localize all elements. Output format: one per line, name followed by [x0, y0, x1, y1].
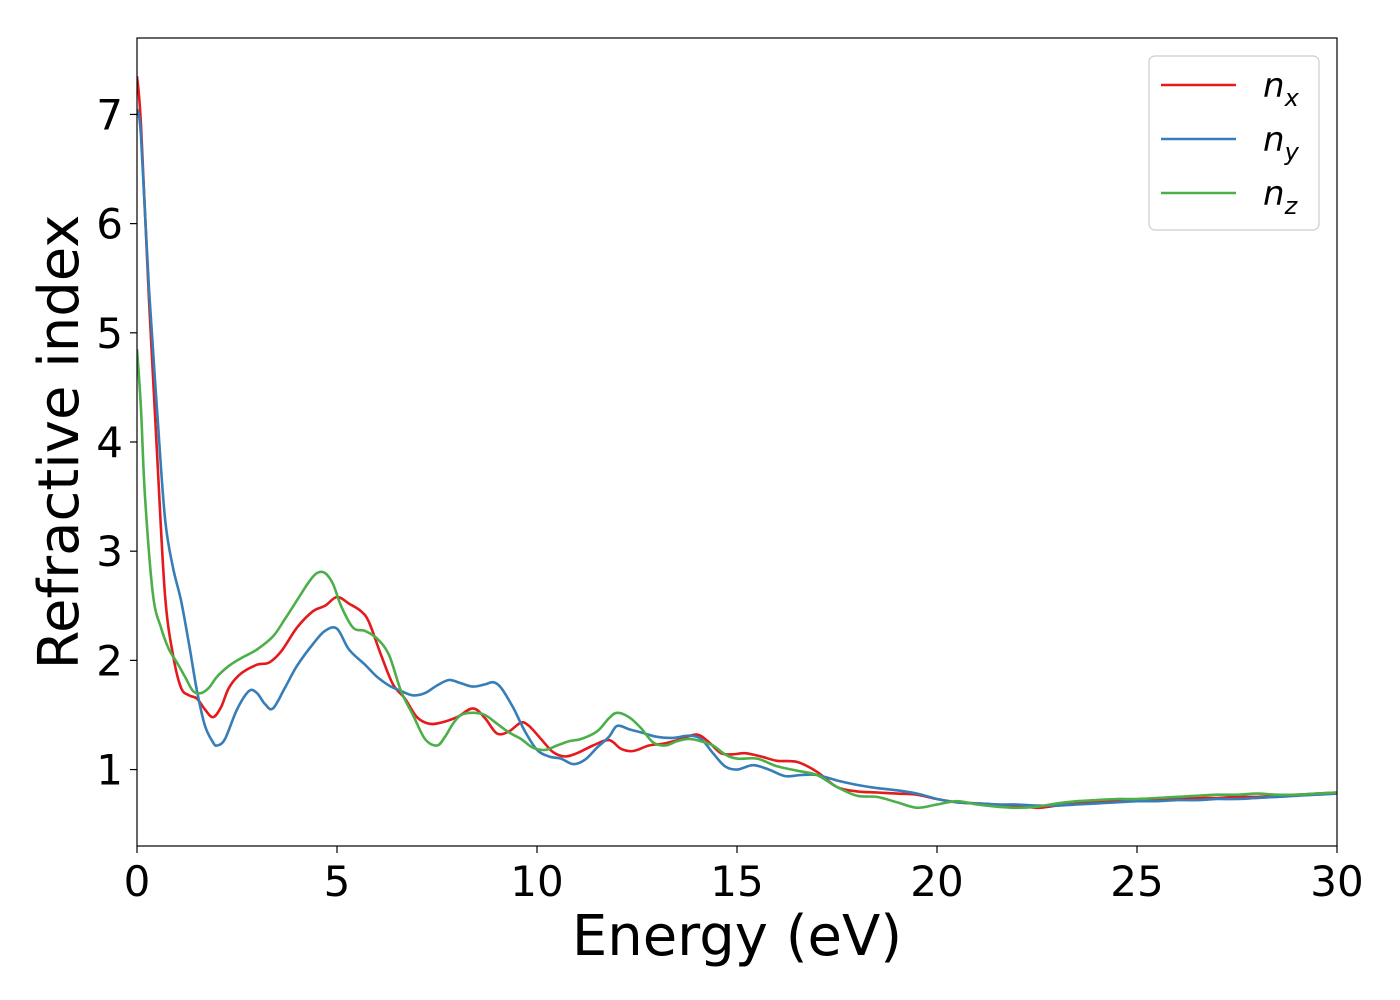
plot-background	[137, 38, 1337, 846]
y-tick-label: 6	[96, 200, 123, 249]
y-axis-ticks: 1 2 3 4 5 6 7	[96, 90, 137, 795]
y-tick-label: 1	[96, 746, 123, 795]
y-axis-title: Refractive index	[27, 215, 92, 670]
x-axis-title: Energy (eV)	[572, 904, 902, 969]
legend: nx ny nz	[1148, 55, 1320, 231]
series-layer	[137, 76, 1337, 810]
legend-label-nx: nx	[1263, 66, 1300, 112]
legend-label-nz: nz	[1263, 174, 1299, 220]
x-tick-label: 10	[510, 857, 563, 906]
x-tick-label: 30	[1310, 857, 1363, 906]
x-axis-ticks: 0 5 10 15 20 25 30	[124, 846, 1364, 906]
series-line-nz	[137, 349, 1337, 810]
x-tick-label: 20	[910, 857, 963, 906]
legend-box	[1148, 55, 1320, 231]
x-tick-label: 15	[710, 857, 763, 906]
y-tick-label: 7	[96, 90, 123, 139]
x-tick-label: 25	[1110, 857, 1163, 906]
x-tick-label: 0	[124, 857, 151, 906]
y-tick-label: 4	[96, 418, 123, 467]
legend-label-ny: ny	[1263, 120, 1300, 166]
y-tick-label: 3	[96, 527, 123, 576]
y-tick-label: 5	[96, 309, 123, 358]
x-tick-label: 5	[324, 857, 351, 906]
y-tick-label: 2	[96, 636, 123, 685]
